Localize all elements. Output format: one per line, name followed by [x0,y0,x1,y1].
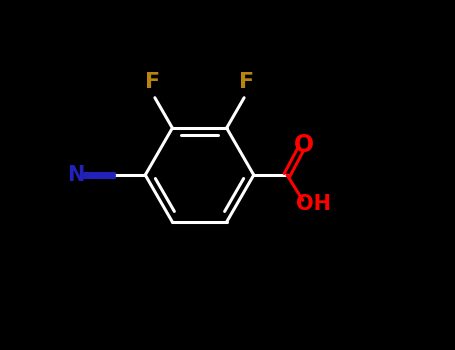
Text: OH: OH [296,195,331,215]
Text: N: N [68,165,85,185]
Text: F: F [239,72,254,92]
Text: F: F [145,72,160,92]
Text: O: O [294,133,314,156]
